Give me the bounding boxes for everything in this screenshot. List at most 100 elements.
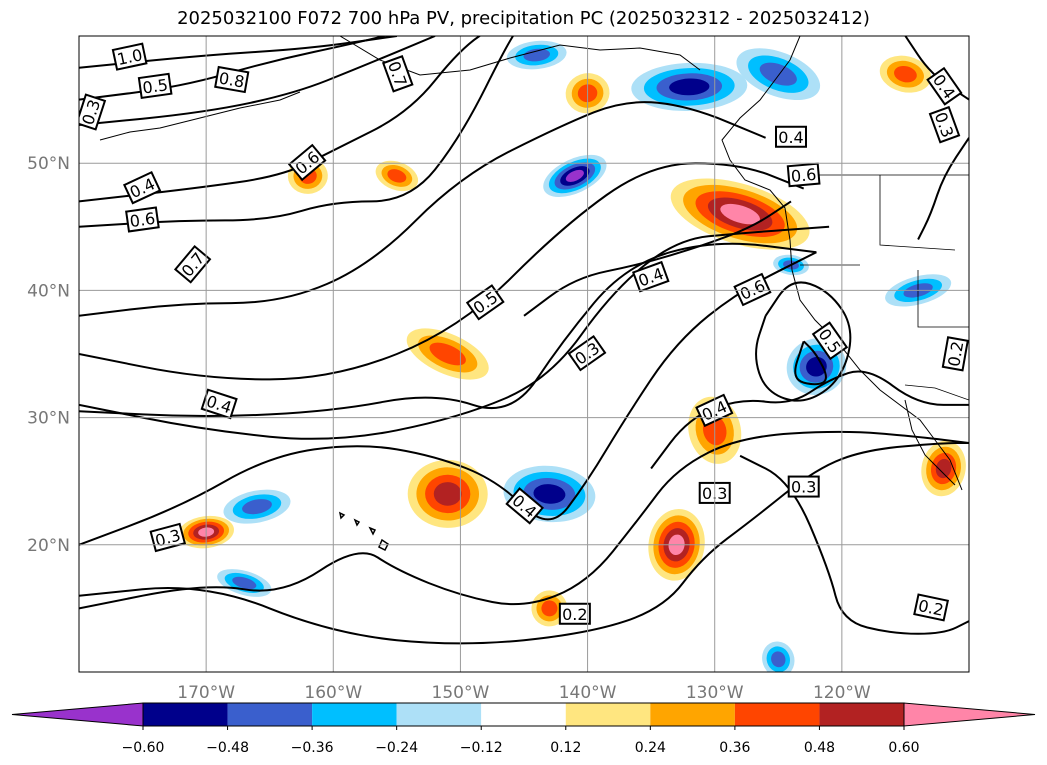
plot-frame: [78, 35, 970, 673]
contour-label-bg: [928, 105, 961, 144]
contour-label: 0.6: [129, 209, 157, 231]
precip-band: [523, 48, 550, 62]
precip-band: [433, 482, 462, 506]
colorbar-extend-low: [11, 702, 144, 727]
x-tick-label: 140°W: [559, 683, 617, 703]
y-tick-label: 50°N: [27, 154, 70, 174]
contour-label-bg: [149, 522, 187, 553]
pv-contour-line: [917, 137, 969, 240]
colorbar-segment: [650, 703, 735, 726]
precip-region: [921, 440, 966, 497]
precip-band: [720, 203, 760, 225]
contour-label-bg: [775, 125, 807, 148]
borders-layer: [800, 174, 969, 401]
contour-label-bg: [733, 272, 772, 307]
contour-label-bg: [381, 55, 414, 93]
axis-ticks: 170°W 160°W 150°W 140°W 130°W 120°W 20°N 30°N 40…: [27, 154, 871, 703]
colorbar-tick-label: 0.24: [635, 740, 666, 756]
colorbar-tick-label: 0.12: [550, 740, 581, 756]
pv-contour-line: [79, 251, 817, 546]
precip-band: [806, 356, 827, 377]
precip-band: [533, 484, 566, 504]
chart-title: 2025032100 F072 700 hPa PV, precipitatio…: [177, 8, 870, 29]
colorbar-segment: [734, 703, 820, 726]
aleutian-chain: [99, 91, 301, 141]
state-border-2: [879, 175, 956, 251]
oahu-island: [353, 518, 361, 527]
colorbar-tick-label: −0.36: [291, 740, 334, 756]
precip-region: [407, 459, 488, 528]
precip-region: [531, 590, 568, 627]
precip-region: [879, 55, 932, 93]
pv-contour-line: [79, 225, 830, 440]
precip-region: [631, 62, 748, 111]
pv-contour-line: [79, 162, 805, 381]
contour-label-bg: [173, 244, 212, 284]
contour-label: 0.5: [141, 75, 169, 97]
baja-coastline: [904, 399, 956, 486]
precip-region: [506, 40, 567, 70]
precip-region: [375, 160, 419, 192]
pv-contour-line: [79, 242, 817, 417]
precip-band: [387, 169, 407, 183]
colorbar-segment: [227, 703, 313, 726]
x-tick-label: 170°W: [177, 683, 235, 703]
y-tick-label: 40°N: [27, 281, 70, 301]
coastline-layer: [99, 36, 963, 491]
contour-label-bg: [465, 284, 505, 321]
colorbar-segment: [819, 703, 904, 726]
colorbar-segment: [143, 703, 228, 726]
contour-label: 0.2: [917, 596, 946, 620]
y-tick-label: 20°N: [27, 536, 70, 556]
contour-label: 0.4: [778, 128, 803, 147]
maui-island: [368, 526, 377, 536]
colorbar-frame: [142, 702, 905, 727]
precip-band: [232, 576, 257, 590]
contour-label: 0.2: [944, 340, 967, 368]
colorbar-tick-label: 0.48: [804, 740, 835, 756]
colorbar-tick-label: −0.12: [460, 740, 503, 756]
colorbar: −0.60 −0.48 −0.36 −0.24 −0.12 0.12 0.24 0.36 0.4…: [11, 702, 1036, 756]
pv-contour-line: [79, 36, 398, 69]
pv-contour-line: [79, 36, 436, 126]
precip-band: [935, 458, 952, 479]
y-tick-label: 30°N: [27, 409, 70, 429]
contour-label: 0.3: [791, 478, 816, 497]
colorbar-segment: [481, 703, 566, 726]
colorbar-segment: [312, 703, 397, 726]
contour-label-bg: [137, 72, 173, 100]
contour-label-bg: [558, 602, 591, 625]
colorbar-tick-label: −0.24: [375, 740, 418, 756]
pv-contour-line: [79, 101, 766, 317]
kauai-island: [338, 511, 346, 520]
x-tick-label: 160°W: [304, 683, 362, 703]
pv-contour-line: [523, 200, 792, 317]
precip-region: [736, 48, 821, 101]
precip-region: [217, 569, 272, 597]
precip-band: [242, 499, 272, 515]
precip-region: [406, 328, 489, 380]
contour-label-bg: [505, 487, 544, 525]
colorbar-tick-label: 0.60: [888, 740, 919, 756]
x-tick-label: 150°W: [432, 683, 490, 703]
colorbar-tick-label: 0.36: [719, 740, 750, 756]
contour-label: 1.0: [115, 45, 144, 69]
us-mexico-border: [904, 384, 969, 401]
contour-label: 0.6: [790, 165, 817, 186]
contour-label: 0.8: [217, 68, 245, 91]
contour-label-bg: [926, 66, 963, 106]
precip-band: [894, 65, 917, 83]
precip-band: [429, 342, 466, 366]
precip-band: [565, 169, 584, 182]
precip-band: [771, 651, 786, 668]
precip-region: [543, 154, 607, 197]
pv-contour-line: [755, 281, 852, 402]
contour-label-bg: [786, 162, 821, 188]
contour-label-bg: [811, 321, 849, 361]
colorbar-segment: [565, 703, 651, 726]
precip-band: [541, 600, 558, 617]
pv-contour-line: [79, 430, 969, 610]
colorbar-tick-label: −0.60: [122, 740, 165, 756]
contour-label-bg: [632, 260, 670, 293]
